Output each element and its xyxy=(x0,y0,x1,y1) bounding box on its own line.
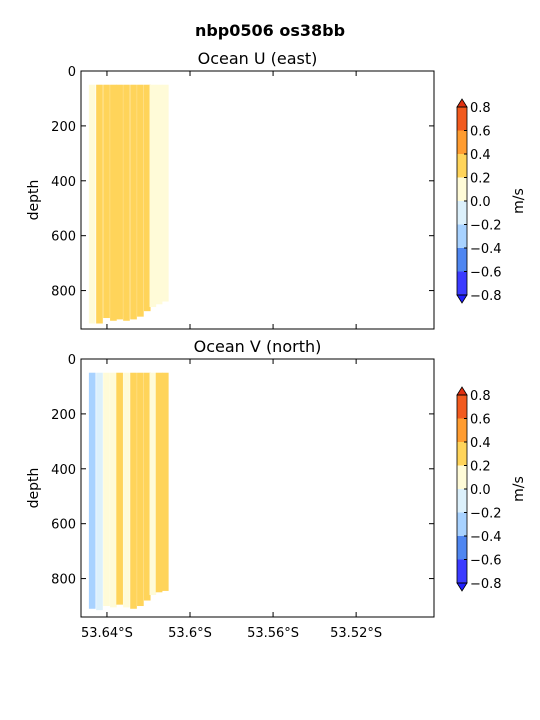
colorbar-tick-label: 0.4 xyxy=(470,436,491,451)
data-column xyxy=(110,84,117,321)
chart-title: Ocean U (east) xyxy=(198,49,318,68)
colorbar-segment xyxy=(457,130,467,154)
data-column xyxy=(103,84,110,319)
colorbar-tick-label: −0.6 xyxy=(470,266,502,281)
x-tick-label: 53.64°S xyxy=(81,626,133,641)
colorbar-segment xyxy=(457,248,467,272)
colorbar-tick-label: −0.4 xyxy=(470,530,502,545)
colorbar-tick-label: 0.2 xyxy=(470,172,491,187)
colorbar-segment xyxy=(457,107,467,131)
figure-title: nbp0506 os38bb xyxy=(195,21,345,40)
colorbar-tick-label: −0.6 xyxy=(470,554,502,569)
x-tick-label: 53.6°S xyxy=(168,626,212,641)
axes-frame xyxy=(80,358,435,618)
y-tick-label: 400 xyxy=(51,175,76,190)
data-column xyxy=(88,84,96,324)
colorbar-tick-label: 0.2 xyxy=(470,460,491,475)
data-column xyxy=(137,84,144,317)
data-column xyxy=(130,84,137,320)
data-column xyxy=(130,372,137,609)
colorbar-tick-label: 0.6 xyxy=(470,413,491,428)
y-tick-label: 800 xyxy=(51,285,76,300)
data-column xyxy=(149,84,157,308)
chart-panel-2: Ocean V (north) 0 200 400 600 800 53.64°S 53.6°… xyxy=(26,337,527,641)
y-axis-label: depth xyxy=(26,468,42,509)
x-tick-label: 53.52°S xyxy=(330,626,382,641)
colorbar-segment xyxy=(457,489,467,513)
x-tick-label: 53.56°S xyxy=(247,626,299,641)
data-column xyxy=(161,84,169,302)
colorbar-extend-high xyxy=(456,386,468,396)
colorbar-tick-label: −0.8 xyxy=(470,577,502,592)
data-column xyxy=(116,372,123,605)
y-tick-label: 200 xyxy=(51,408,76,423)
colorbar-label: m/s xyxy=(511,476,527,502)
data-column xyxy=(161,372,169,591)
data-column xyxy=(103,372,110,607)
colorbar-segment xyxy=(457,177,467,201)
data-column xyxy=(116,84,123,320)
colorbar-segment xyxy=(457,418,467,442)
colorbar-segment xyxy=(457,442,467,466)
y-tick-label: 600 xyxy=(51,518,76,533)
data-column xyxy=(88,372,96,609)
colorbar-tick-label: 0.8 xyxy=(470,389,491,404)
colorbar-segment xyxy=(457,559,467,583)
colorbar-segment xyxy=(457,154,467,178)
data-column xyxy=(143,84,151,312)
colorbar: −0.8 −0.6 −0.4 −0.2 0.0 0.2 0.4 0.6 0.8 m/s xyxy=(456,98,527,304)
colorbar-extend-high xyxy=(456,98,468,108)
colorbar-segment xyxy=(457,271,467,295)
colorbar-tick-label: 0.4 xyxy=(470,148,491,163)
colorbar-tick-label: 0.8 xyxy=(470,101,491,116)
data-column xyxy=(155,372,163,593)
colorbar-extend-low xyxy=(456,294,468,304)
y-tick-label: 0 xyxy=(68,65,76,80)
colorbar-tick-label: 0.6 xyxy=(470,125,491,140)
colorbar-tick-label: 0.0 xyxy=(470,195,491,210)
data-column xyxy=(110,372,117,608)
colorbar-tick-label: −0.2 xyxy=(470,507,502,522)
data-column xyxy=(96,84,103,324)
chart-title: Ocean V (north) xyxy=(194,337,322,356)
colorbar-tick-label: 0.0 xyxy=(470,483,491,498)
data-column xyxy=(96,372,103,611)
data-column xyxy=(155,84,163,305)
colorbar-tick-label: −0.2 xyxy=(470,219,502,234)
data-column xyxy=(137,372,144,607)
data-column xyxy=(143,372,151,601)
chart-panel-1: Ocean U (east) 0 200 400 600 800 depth −0.8 −0.6… xyxy=(26,49,527,330)
colorbar-segment xyxy=(457,201,467,225)
y-tick-label: 600 xyxy=(51,230,76,245)
colorbar-segment xyxy=(457,395,467,419)
colorbar-tick-label: −0.4 xyxy=(470,242,502,257)
colorbar-segment xyxy=(457,224,467,248)
colorbar-label: m/s xyxy=(511,188,527,214)
y-tick-label: 400 xyxy=(51,463,76,478)
colorbar-segment xyxy=(457,465,467,489)
axes-frame xyxy=(80,70,435,330)
colorbar-tick-label: −0.8 xyxy=(470,289,502,304)
colorbar-segment xyxy=(457,536,467,560)
y-tick-label: 200 xyxy=(51,120,76,135)
y-tick-label: 0 xyxy=(68,353,76,368)
y-axis-label: depth xyxy=(26,180,42,221)
data-column xyxy=(123,372,130,608)
colorbar: −0.8 −0.6 −0.4 −0.2 0.0 0.2 0.4 0.6 0.8 m/s xyxy=(456,386,527,592)
data-column xyxy=(123,84,130,321)
y-tick-label: 800 xyxy=(51,573,76,588)
colorbar-extend-low xyxy=(456,582,468,592)
colorbar-segment xyxy=(457,512,467,536)
data-column xyxy=(149,372,157,596)
